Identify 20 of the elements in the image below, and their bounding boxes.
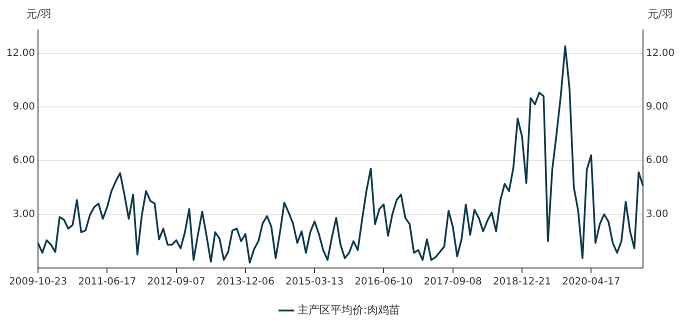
legend-label: 主产区平均价:肉鸡苗 [297,303,400,316]
y-tick-label: 3.00 [12,208,35,220]
y2-tick-label: 9.00 [646,102,668,113]
x-tick-label: 2009-10-23 [8,276,68,288]
x-tick-label: 2012-09-07 [147,276,206,288]
y2-axis-title: 元/羽 [647,7,673,20]
y-tick-label: 9.00 [12,102,35,113]
x-tick-label: 2016-06-10 [354,276,413,288]
y-tick-label: 12.00 [6,48,35,59]
x-tick-label: 2011-06-17 [78,276,136,288]
y-tick-label: 6.00 [12,155,35,166]
x-tick-label: 2013-12-06 [216,276,274,288]
x-tick-label: 2018-12-21 [492,276,552,288]
y-axis-title: 元/羽 [26,7,52,20]
x-tick-label: 2017-09-08 [424,276,482,288]
x-tick-label: 2020-04-17 [562,276,620,288]
y2-tick-label: 3.00 [646,208,668,220]
y2-tick-label: 12.00 [646,48,675,59]
y2-tick-label: 6.00 [646,155,668,166]
x-tick-label: 2015-03-13 [286,276,344,288]
